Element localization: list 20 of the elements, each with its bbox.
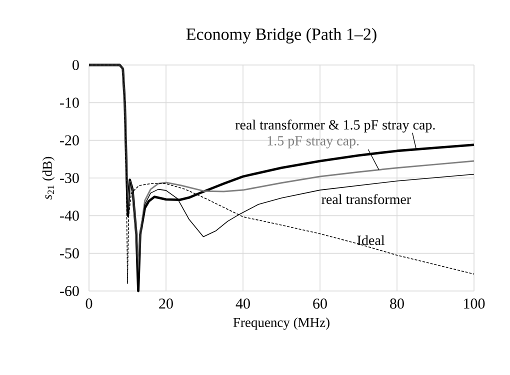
y-tick-label: -50 [60, 248, 79, 258]
y-tick-label: -30 [60, 172, 79, 184]
x-tick-label: 40 [236, 298, 250, 309]
series-label: real transformer [322, 194, 411, 204]
y-tick-label: 0 [72, 60, 79, 70]
series-label: 1.5 pF stray cap. [268, 136, 359, 148]
x-tick-label: 0 [86, 298, 92, 309]
x-tick-label: 60 [313, 298, 327, 309]
y-tick-label: -40 [60, 210, 79, 221]
y-axis-title: s$_{21}$ (dB) [42, 156, 55, 200]
x-tick-label: 100 [464, 298, 485, 309]
y-tick-label: -20 [60, 135, 79, 146]
y-tick-label: -10 [60, 98, 79, 108]
x-axis-title: Frequency (MHz) [233, 318, 330, 330]
y-tick-label: -60 [60, 286, 79, 296]
x-tick-label: 20 [159, 298, 173, 309]
chart-title: Economy Bridge (Path 1–2) [186, 28, 376, 44]
x-tick-label: 80 [390, 298, 404, 309]
series-label: Ideal [357, 235, 385, 246]
series-label: real transformer & 1.5 pF stray cap. [235, 120, 435, 132]
